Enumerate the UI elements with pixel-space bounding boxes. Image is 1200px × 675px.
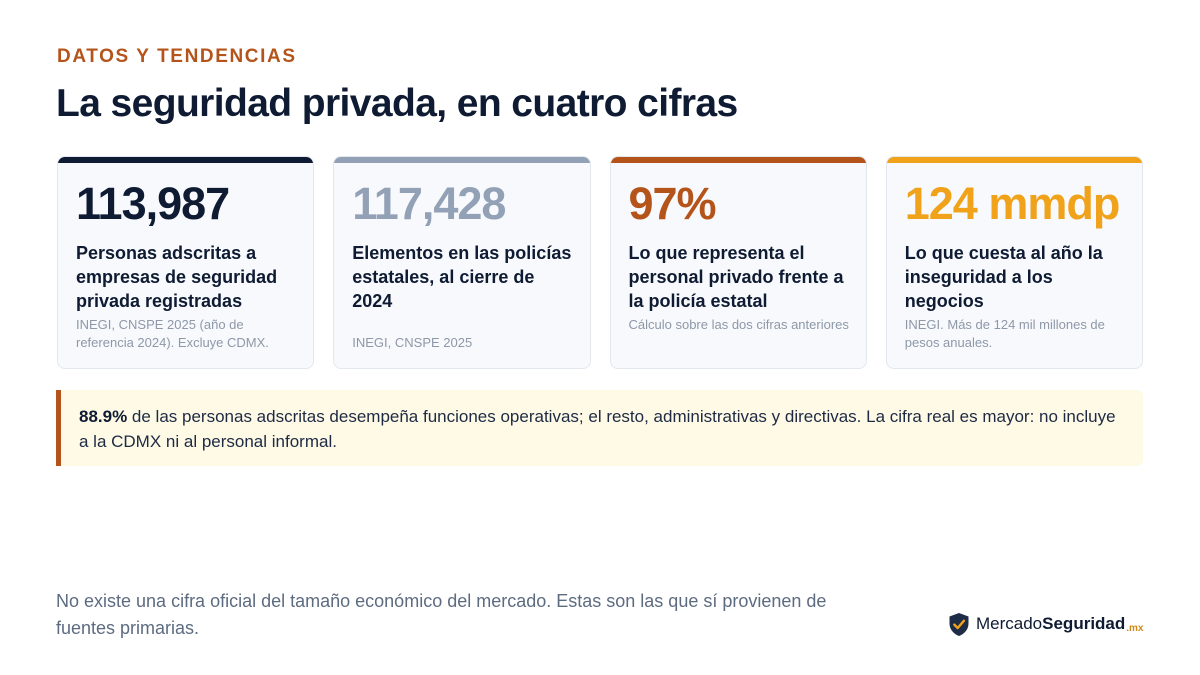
page-title: La seguridad privada, en cuatro cifras bbox=[56, 82, 738, 125]
callout-note: 88.9% de las personas adscritas desempeñ… bbox=[56, 390, 1143, 466]
stat-card-insecurity-cost: 124 mmdp Lo que cuesta al año la insegur… bbox=[885, 156, 1143, 369]
stat-cards: 113,987 Personas adscritas a empresas de… bbox=[57, 156, 1143, 369]
stat-value: 97% bbox=[628, 178, 717, 229]
footer-note: No existe una cifra oficial del tamaño e… bbox=[56, 591, 827, 638]
stat-source: INEGI. Más de 124 mil millones de pesos … bbox=[904, 317, 1105, 350]
callout-highlight: 88.9% bbox=[79, 407, 128, 426]
brand-name-bold: Seguridad bbox=[1042, 614, 1126, 633]
brand-name-regular: Mercado bbox=[976, 614, 1043, 633]
stat-label: Lo que representa el personal privado fr… bbox=[628, 243, 844, 311]
brand-wordmark: MercadoSeguridad.mx bbox=[976, 614, 1144, 634]
stat-label: Elementos en las policías estatales, al … bbox=[352, 243, 572, 311]
shield-check-icon bbox=[949, 612, 969, 636]
eyebrow: DATOS Y TENDENCIAS bbox=[57, 46, 297, 67]
stat-source: INEGI, CNSPE 2025 bbox=[352, 335, 473, 350]
stat-label: Lo que cuesta al año la inseguridad a lo… bbox=[904, 243, 1103, 311]
stat-card-ratio: 97% Lo que representa el personal privad… bbox=[609, 156, 867, 369]
stat-card-state-police: 117,428 Elementos en las policías estata… bbox=[333, 156, 591, 369]
callout-text: de las personas adscritas desempeña func… bbox=[79, 407, 1116, 451]
stat-value: 124 mmdp bbox=[904, 178, 1121, 229]
stat-source: Cálculo sobre las dos cifras anteriores bbox=[628, 317, 849, 332]
brand-logo: MercadoSeguridad.mx bbox=[948, 611, 1144, 637]
stat-source: INEGI, CNSPE 2025 (año de referencia 202… bbox=[76, 317, 269, 350]
brand-tld: .mx bbox=[1126, 623, 1144, 634]
stat-card-private-personnel: 113,987 Personas adscritas a empresas de… bbox=[57, 156, 315, 369]
stat-label: Personas adscritas a empresas de segurid… bbox=[76, 243, 278, 311]
stat-value: 117,428 bbox=[352, 178, 506, 229]
stat-value: 113,987 bbox=[76, 178, 230, 229]
